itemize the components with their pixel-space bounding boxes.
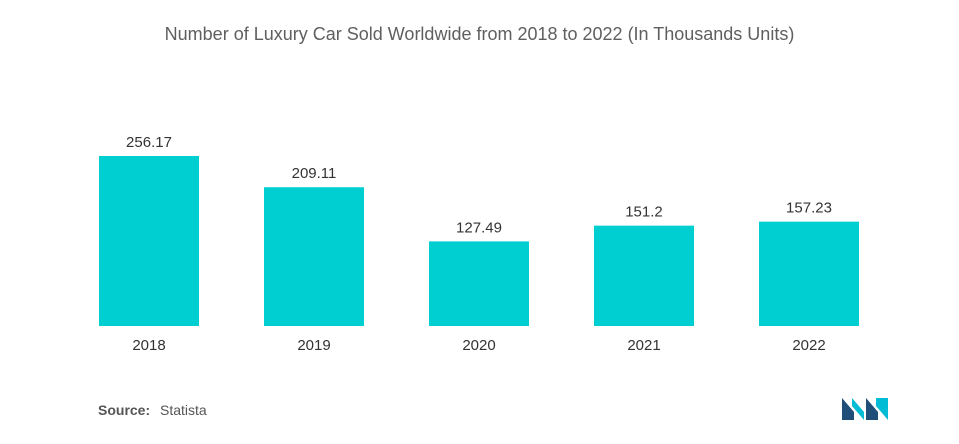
bar-value-label: 209.11 [292, 165, 337, 182]
x-tick-label: 2022 [792, 337, 825, 354]
x-tick-label: 2019 [297, 337, 330, 354]
x-tick-label: 2020 [462, 337, 495, 354]
bar-2022 [759, 221, 859, 326]
mordor-logo-icon [842, 398, 888, 420]
bar-2018 [99, 156, 199, 326]
bar-2021 [594, 225, 694, 326]
bar-2019 [264, 187, 364, 326]
bar-value-label: 151.2 [625, 204, 663, 221]
bar-value-label: 127.49 [456, 219, 502, 236]
bar-value-label: 157.23 [786, 200, 832, 217]
chart-title: Number of Luxury Car Sold Worldwide from… [164, 24, 795, 44]
source-line: Source: Statista [98, 402, 207, 418]
x-tick-label: 2018 [132, 337, 165, 354]
source-label: Source: [98, 402, 151, 418]
source-value: Statista [160, 402, 207, 418]
bar-value-label: 256.17 [126, 134, 172, 151]
x-tick-label: 2021 [627, 337, 660, 354]
bar-2020 [429, 241, 529, 326]
